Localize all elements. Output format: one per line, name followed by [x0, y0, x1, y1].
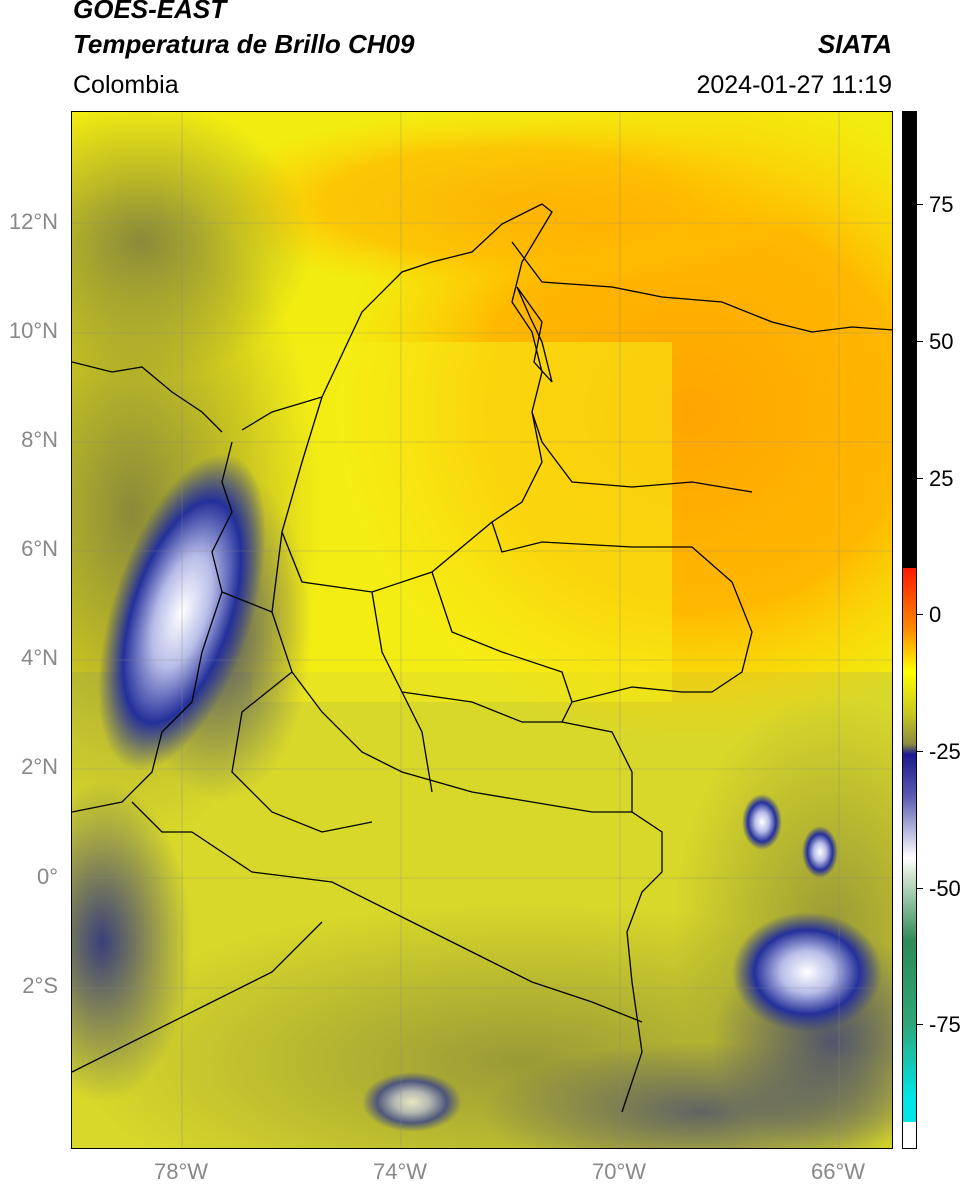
colorbar-tick — [917, 204, 923, 205]
panama-isthmus — [72, 361, 223, 433]
satellite-map[interactable] — [71, 111, 893, 1149]
colorbar-tick — [917, 888, 923, 889]
venezuela-coast — [511, 241, 892, 333]
borders — [72, 203, 892, 1113]
cloud-east-2 — [802, 826, 838, 878]
colombia-venezuela-border — [491, 411, 753, 723]
colorbar-label: 50 — [929, 329, 954, 354]
lon-label: 70°W — [591, 1159, 647, 1184]
caribbean-coast — [241, 203, 753, 493]
lat-label: 2°N — [21, 754, 58, 779]
lon-label: 78°W — [153, 1159, 209, 1184]
lat-label: 12°N — [8, 209, 58, 234]
internal-dept-3 — [271, 531, 632, 813]
navy-southwest — [72, 782, 192, 1102]
yellow-center — [252, 342, 672, 702]
lat-label: 2°S — [22, 973, 58, 998]
pacific-coast — [72, 441, 233, 813]
colorbar — [902, 111, 917, 1149]
datetime-label: 2024-01-27 11:19 — [696, 71, 892, 99]
colombia-brazil-border — [561, 721, 663, 1113]
colorbar-label: 75 — [929, 192, 954, 217]
ecuador-border — [131, 801, 192, 833]
cloud-amazon — [732, 912, 882, 1032]
colorbar-tick — [917, 751, 923, 752]
maracaibo-lake — [516, 286, 553, 383]
lon-label: 74°W — [372, 1159, 428, 1184]
lat-label: 4°N — [21, 645, 58, 670]
colorbar-tick — [917, 478, 923, 479]
region-label: Colombia — [73, 71, 179, 99]
map-canvas — [72, 112, 892, 1148]
olive-northwest — [72, 112, 312, 382]
colorbar-label: -25 — [929, 739, 961, 764]
colombia-peru-border — [191, 831, 643, 1023]
colorbar-label: 0 — [929, 602, 942, 627]
cloud-south — [362, 1072, 462, 1132]
internal-dept-4 — [221, 591, 373, 833]
lat-label: 10°N — [8, 318, 58, 343]
colorbar-tick — [917, 614, 923, 615]
cloud-east — [742, 794, 782, 850]
lat-label: 6°N — [21, 536, 58, 561]
product-title: Temperatura de Brillo CH09 — [73, 29, 415, 59]
colorbar-tick — [917, 1024, 923, 1025]
colorbar-label: -50 — [929, 876, 961, 901]
internal-dept-6 — [401, 691, 562, 723]
graticule — [72, 112, 892, 1148]
lat-label: 0° — [36, 864, 58, 889]
organization-label: SIATA — [817, 29, 892, 59]
warm-region-north — [202, 112, 802, 292]
peru-coast-inland — [72, 921, 323, 1073]
lat-label: 8°N — [21, 427, 58, 452]
colorbar-label: -75 — [929, 1012, 961, 1037]
lon-label: 66°W — [810, 1159, 866, 1184]
colorbar-label: 25 — [929, 466, 954, 491]
internal-dept-5 — [431, 571, 573, 703]
satellite-title: GOES-EAST — [73, 0, 227, 24]
colorbar-tick — [917, 341, 923, 342]
